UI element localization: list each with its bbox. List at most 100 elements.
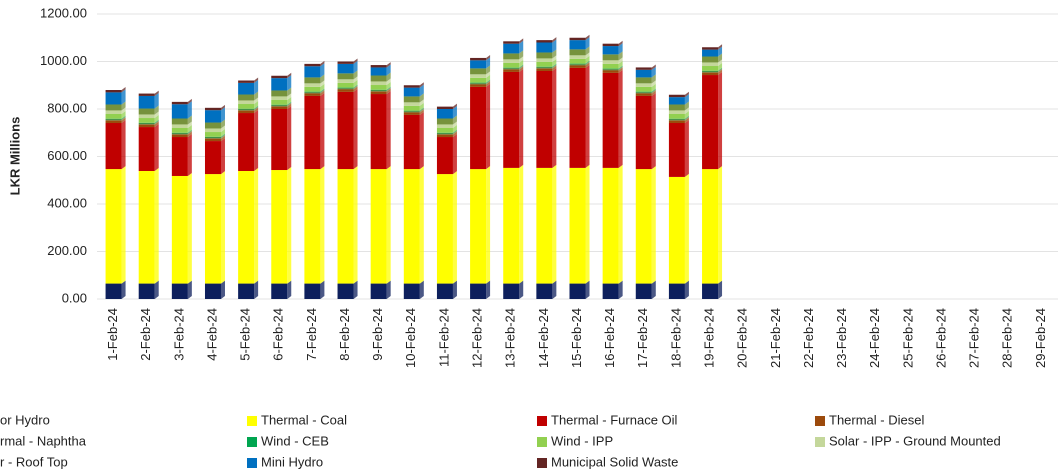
bar-side xyxy=(220,171,225,284)
x-tick-label: 17-Feb-24 xyxy=(635,308,650,368)
bar-segment xyxy=(569,58,586,64)
bar-segment xyxy=(536,52,553,59)
bar-side xyxy=(651,89,656,94)
bar-segment xyxy=(138,123,155,125)
x-tick-label: 9-Feb-24 xyxy=(370,308,385,361)
x-tick-label: 26-Feb-24 xyxy=(933,308,948,368)
bar-side xyxy=(254,167,259,284)
bar-segment xyxy=(271,105,288,107)
bar-side xyxy=(220,280,225,299)
bar-segment xyxy=(105,123,122,170)
bar-segment xyxy=(204,138,221,142)
bar-side xyxy=(684,173,689,284)
bar-segment xyxy=(238,170,255,284)
bar-segment xyxy=(337,79,354,83)
bar-segment xyxy=(204,132,221,137)
bar-segment xyxy=(702,47,719,50)
bar-segment xyxy=(536,68,553,71)
bar-segment xyxy=(403,114,420,170)
bar-side xyxy=(552,58,557,67)
bar-segment xyxy=(138,127,155,171)
bar-segment xyxy=(702,283,719,299)
bar-segment xyxy=(470,68,487,75)
bar-side xyxy=(486,280,491,299)
bar-segment xyxy=(536,71,553,168)
legend-label: Thermal - Diesel xyxy=(829,412,924,427)
bar-side xyxy=(121,116,126,121)
bar-segment xyxy=(138,170,155,284)
bar-side xyxy=(618,69,623,168)
bar-side xyxy=(386,82,391,90)
legend-label: Municipal Solid Waste xyxy=(551,454,678,469)
legend-swatch xyxy=(537,437,547,447)
bar-segment xyxy=(204,137,221,139)
bar-segment xyxy=(702,75,719,170)
bar-segment xyxy=(304,283,321,299)
bar-segment xyxy=(403,105,420,111)
bar-side xyxy=(651,90,656,96)
bar-segment xyxy=(503,41,520,44)
bar-side xyxy=(154,280,159,299)
bar-segment xyxy=(569,65,586,68)
bar-side xyxy=(651,74,656,84)
bar-segment xyxy=(635,169,652,284)
bar-segment xyxy=(470,84,487,87)
bar-segment xyxy=(470,169,487,284)
x-tick-label: 5-Feb-24 xyxy=(238,308,253,361)
bar-segment xyxy=(403,85,420,88)
bar-side xyxy=(718,59,723,67)
bar-segment xyxy=(204,122,221,129)
bar-side xyxy=(486,83,491,170)
bar-side xyxy=(651,166,656,284)
bar-side xyxy=(452,115,457,125)
bar-segment xyxy=(702,49,719,57)
bar-side xyxy=(519,56,524,63)
bar-segment xyxy=(668,97,685,105)
bar-side xyxy=(187,130,192,135)
bar-segment xyxy=(138,124,155,128)
bar-side xyxy=(585,280,590,299)
bar-segment xyxy=(702,56,719,63)
bar-side xyxy=(287,75,292,91)
bar-side xyxy=(718,166,723,284)
bar-segment xyxy=(304,95,321,170)
legend-swatch xyxy=(537,458,547,468)
bar-side xyxy=(287,101,292,106)
bar-side xyxy=(419,82,424,88)
bar-side xyxy=(552,63,557,68)
bar-side xyxy=(254,110,259,171)
bar-segment xyxy=(470,82,487,84)
bar-side xyxy=(353,70,358,80)
bar-segment xyxy=(436,132,453,134)
bar-segment xyxy=(536,40,553,43)
bar-side xyxy=(618,43,623,55)
bar-segment xyxy=(668,110,685,114)
bar-segment xyxy=(337,283,354,299)
bar-side xyxy=(519,50,524,60)
bar-side xyxy=(419,102,424,111)
bar-side xyxy=(552,39,557,53)
bar-side xyxy=(386,78,391,86)
bar-side xyxy=(187,101,192,119)
bar-segment xyxy=(668,113,685,119)
bar-segment xyxy=(370,90,387,92)
bar-side xyxy=(718,44,723,50)
bar-segment xyxy=(271,170,288,284)
bar-side xyxy=(519,65,524,70)
bar-side xyxy=(452,280,457,299)
bar-side xyxy=(419,280,424,299)
bar-segment xyxy=(668,104,685,111)
bar-segment xyxy=(668,120,685,124)
bar-segment xyxy=(536,61,553,67)
legend-label: Mini Hydro xyxy=(261,454,323,469)
bar-segment xyxy=(304,93,321,96)
bar-segment xyxy=(271,90,288,97)
bar-segment xyxy=(204,110,221,123)
bar-side xyxy=(287,96,292,105)
bar-side xyxy=(254,105,259,110)
bar-side xyxy=(220,133,225,138)
bar-segment xyxy=(569,67,586,168)
bar-segment xyxy=(238,283,255,299)
bar-segment xyxy=(271,104,288,106)
bar-segment xyxy=(536,66,553,68)
